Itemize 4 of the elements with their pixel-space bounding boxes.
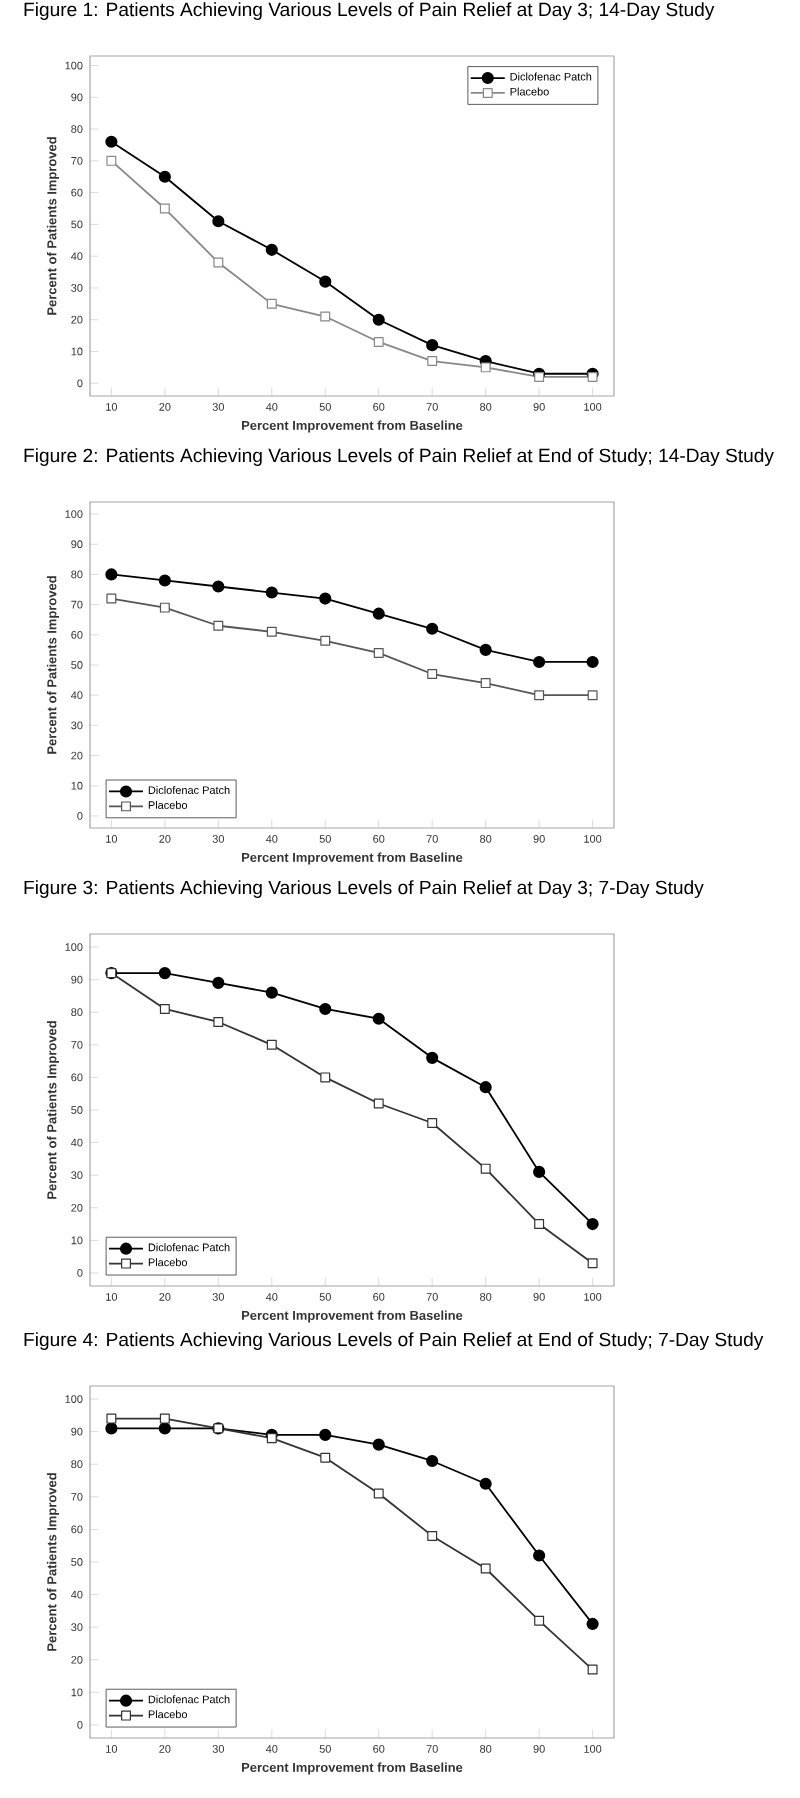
chart-title: Figure 1: Patients Achieving Various Levels of Pain Relief at Day 3; 14-Day Study bbox=[24, 2, 715, 20]
chart-title: Figure 4: Patients Achieving Various Levels of Pain Relief at End of Study; 7-Day Study bbox=[24, 1332, 764, 1351]
chart-title: Figure 3: Patients Achieving Various Levels of Pain Relief at Day 3; 7-Day Study bbox=[24, 880, 704, 898]
chart-title: Figure 2: Patients Achieving Various Levels of Pain Relief at End of Study; 14-Day Study bbox=[24, 448, 774, 466]
